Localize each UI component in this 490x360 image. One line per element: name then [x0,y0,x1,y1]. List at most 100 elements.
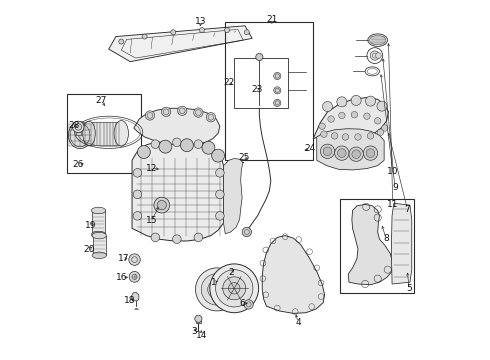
Text: 12: 12 [146,164,157,173]
Circle shape [194,108,203,117]
Text: 24: 24 [305,144,316,153]
Ellipse shape [69,122,92,149]
Circle shape [256,53,263,60]
Circle shape [151,233,160,242]
Text: 16: 16 [116,273,128,282]
Circle shape [133,190,142,199]
Circle shape [194,140,203,148]
Circle shape [154,197,170,213]
Circle shape [142,34,147,39]
Polygon shape [92,211,105,234]
Circle shape [216,190,224,199]
Text: 23: 23 [251,85,263,94]
Text: 9: 9 [392,183,398,192]
Polygon shape [89,122,122,145]
Circle shape [216,212,224,220]
Polygon shape [348,204,393,285]
Text: 28: 28 [68,121,80,130]
Circle shape [172,138,181,147]
Circle shape [195,315,202,322]
Circle shape [342,134,349,140]
Circle shape [223,277,245,300]
Circle shape [242,227,251,237]
Circle shape [355,134,361,140]
Ellipse shape [114,121,128,146]
Circle shape [201,274,233,305]
Circle shape [328,116,334,122]
Circle shape [366,96,375,106]
Circle shape [352,150,361,158]
Circle shape [133,168,142,177]
Circle shape [364,146,378,160]
Text: 18: 18 [124,296,135,305]
Text: 5: 5 [406,284,412,293]
Polygon shape [317,129,384,170]
Text: 22: 22 [223,78,235,87]
Circle shape [337,97,347,107]
Circle shape [119,39,124,44]
Circle shape [335,146,349,160]
Circle shape [274,87,281,94]
Polygon shape [313,98,389,139]
Circle shape [159,140,172,153]
Circle shape [338,149,346,157]
Circle shape [137,145,150,158]
Ellipse shape [83,121,95,145]
Circle shape [194,233,203,242]
Circle shape [177,106,187,116]
Text: 6: 6 [240,298,245,307]
Ellipse shape [91,231,106,238]
Circle shape [171,30,176,35]
Circle shape [368,133,374,139]
Circle shape [274,99,281,107]
Text: 4: 4 [295,318,301,327]
Circle shape [216,168,224,177]
Circle shape [161,107,171,117]
Polygon shape [392,203,412,284]
Polygon shape [196,321,200,323]
Circle shape [228,283,240,294]
Text: 7: 7 [405,205,410,214]
Polygon shape [76,132,81,135]
Polygon shape [134,108,220,145]
Circle shape [374,118,381,124]
Circle shape [157,201,167,210]
Circle shape [210,264,259,313]
Circle shape [377,101,387,111]
Circle shape [351,112,358,118]
Polygon shape [262,235,324,314]
Circle shape [323,147,332,156]
Circle shape [172,235,181,243]
Text: 11: 11 [387,199,398,208]
Circle shape [366,149,375,157]
Text: 14: 14 [196,331,207,340]
Circle shape [146,111,155,120]
Circle shape [73,121,84,133]
Text: 27: 27 [95,96,106,105]
Text: 20: 20 [83,245,95,254]
Circle shape [320,144,335,158]
Circle shape [224,28,230,33]
Polygon shape [132,140,223,241]
Circle shape [151,140,160,148]
Polygon shape [93,235,106,255]
Circle shape [202,141,215,154]
Circle shape [129,254,140,265]
Ellipse shape [91,207,106,214]
Circle shape [320,131,327,137]
Text: 25: 25 [239,153,250,162]
Ellipse shape [92,232,106,239]
Circle shape [133,212,142,220]
Circle shape [244,300,253,309]
Text: 21: 21 [266,15,277,24]
Text: 13: 13 [195,17,207,26]
Text: 26: 26 [73,161,84,170]
Text: 2: 2 [228,268,234,277]
Ellipse shape [368,34,388,46]
Circle shape [349,147,364,161]
Circle shape [322,102,333,112]
Circle shape [129,271,140,282]
Polygon shape [223,158,243,234]
Text: 17: 17 [118,254,129,263]
Circle shape [382,125,388,131]
